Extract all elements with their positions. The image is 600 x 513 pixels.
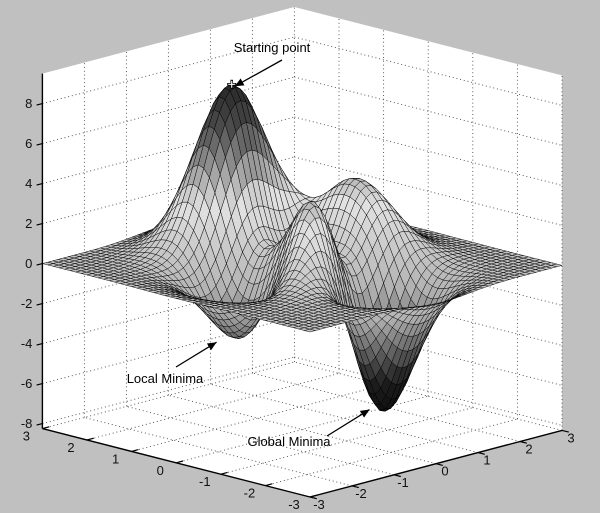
axis-line [176, 460, 184, 464]
grid-line [294, 356, 563, 426]
z-tick-label: 6 [25, 136, 32, 151]
y-tick-label: -1 [199, 474, 211, 489]
y-tick-label: 1 [112, 451, 119, 466]
axis-line [42, 426, 50, 430]
axis-line [477, 452, 485, 455]
x-tick-label: -3 [313, 497, 325, 512]
grid-line [42, 361, 295, 430]
grid-line [210, 383, 479, 454]
y-tick-label: -2 [244, 486, 256, 501]
axis-line [36, 143, 43, 146]
x-tick-label: -2 [355, 486, 367, 501]
y-tick-label: -3 [288, 497, 300, 512]
axis-line [561, 429, 569, 433]
annotation-label-local-minima: Local Minima [127, 371, 204, 386]
starting-point-marker [227, 79, 237, 89]
grid-line [168, 394, 437, 465]
z-tick-label: -4 [21, 336, 33, 351]
axis-line [36, 183, 43, 186]
z-tick-label: -8 [21, 416, 33, 431]
grid-line [294, 36, 563, 106]
x-tick-label: 2 [525, 442, 532, 457]
annotations: Starting point Local Minima Global Minima [127, 40, 370, 449]
annotation-label-global-minima: Global Minima [247, 434, 331, 449]
axis-line [36, 263, 43, 266]
x-tick-label: 1 [483, 453, 490, 468]
axis-line [36, 223, 43, 226]
axis-line [220, 471, 228, 475]
axis-line [86, 437, 94, 441]
z-tick-label: 4 [25, 176, 32, 191]
surface-face [304, 328, 316, 333]
grid-line [294, 156, 563, 226]
annotation-label-starting-point: Starting point [234, 40, 311, 55]
grid-line [86, 372, 340, 441]
grid-line [131, 384, 384, 452]
axis-line [435, 463, 443, 466]
grid-line [42, 36, 295, 105]
axis-line [36, 103, 43, 106]
grid-line [265, 418, 518, 487]
axis-line [36, 303, 43, 306]
grid-line [294, 316, 563, 386]
annotation-arrow-local-minima [175, 341, 217, 368]
y-tick-label: 2 [67, 440, 74, 455]
y-tick-label: 0 [157, 463, 164, 478]
axis-line [519, 440, 527, 444]
grid-line [220, 407, 473, 475]
grid-line [294, 76, 563, 146]
axis-line [351, 485, 359, 489]
axis-line [131, 449, 139, 452]
grid-line [126, 405, 395, 476]
axis-line [36, 343, 43, 346]
axis-line [36, 423, 43, 426]
axis-line [309, 496, 317, 500]
grid-line [42, 76, 295, 145]
surface-mesh [42, 84, 563, 412]
axis-line [36, 383, 43, 386]
grid-line [294, 116, 563, 186]
axis-line [393, 474, 401, 478]
annotation-arrow-global-minima [326, 408, 370, 437]
y-tick-label: 3 [23, 429, 30, 444]
tick-marks [36, 103, 569, 500]
z-tick-label: 8 [25, 96, 32, 111]
z-tick-label: -6 [21, 376, 33, 391]
z-tick-label: -2 [21, 296, 33, 311]
x-tick-label: -1 [397, 475, 409, 490]
grid-line [42, 356, 295, 425]
x-tick-label: 3 [567, 430, 574, 445]
annotation-arrow-starting-point [234, 59, 283, 87]
z-tick-label: 0 [25, 256, 32, 271]
grid-line [294, 361, 563, 431]
z-tick-label: 2 [25, 216, 32, 231]
grid-line [84, 417, 353, 487]
x-tick-label: 0 [441, 464, 448, 479]
axis-line [265, 483, 273, 487]
